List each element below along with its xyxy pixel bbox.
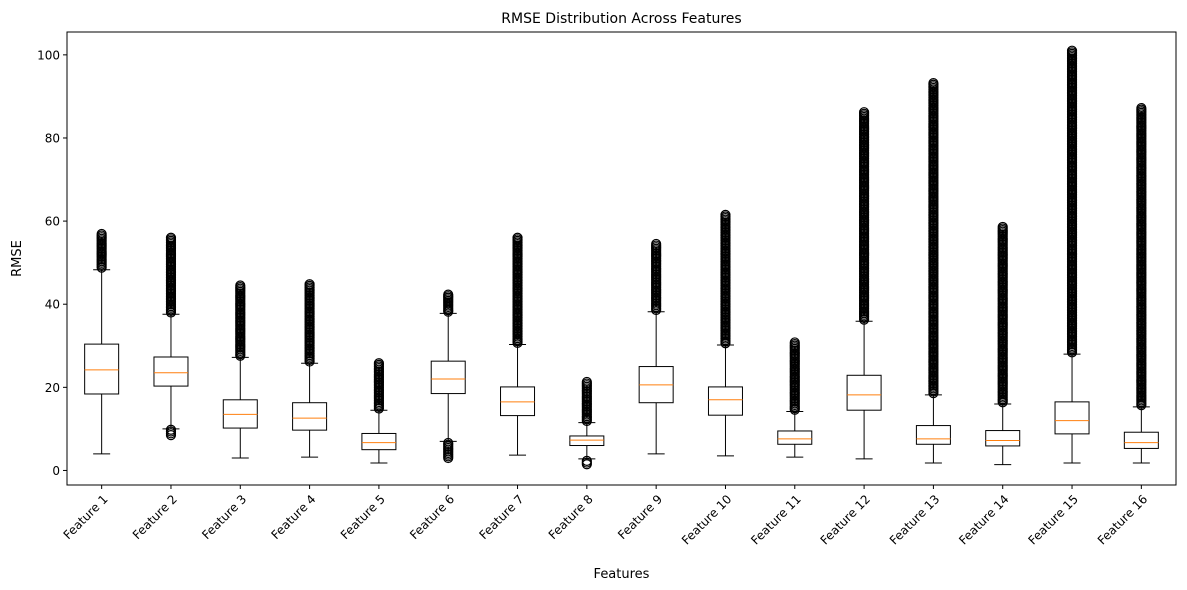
- outlier-high-point: [304, 279, 315, 290]
- box-10: [707, 209, 743, 457]
- x-tick-label: Feature 5: [338, 492, 388, 542]
- outlier-high-point: [1136, 102, 1147, 114]
- box-iqr: [1123, 431, 1159, 449]
- outlier-high-point: [96, 228, 107, 240]
- box-13: [915, 78, 951, 464]
- box-iqr: [707, 386, 743, 416]
- axes-frame: [66, 31, 1177, 486]
- outlier-high-point: [581, 376, 592, 388]
- x-tick-label: Feature 7: [476, 492, 526, 542]
- outlier-high-point: [443, 289, 454, 300]
- box-iqr: [500, 386, 536, 417]
- box-iqr: [569, 435, 605, 447]
- plot-area: Feature 1 Feature 2 Feature 3 Feature 4 Feat…: [37, 31, 1177, 548]
- box-16: [1123, 102, 1159, 464]
- x-tick-label: Feature 11: [748, 492, 803, 547]
- box-iqr: [430, 360, 466, 395]
- y-tick-label: 60: [45, 215, 60, 229]
- outlier-high-point: [858, 107, 870, 118]
- box-12: [846, 107, 882, 460]
- outlier-high-point: [789, 337, 800, 348]
- outlier-high-point: [165, 232, 177, 243]
- box-6: [430, 289, 466, 464]
- box-iqr: [292, 402, 328, 431]
- box-14: [985, 221, 1021, 466]
- box-1: [84, 228, 120, 455]
- outlier-high-point: [997, 221, 1008, 233]
- x-tick-label: Feature 10: [679, 492, 734, 547]
- box-2: [153, 232, 189, 441]
- box-iqr: [84, 343, 120, 395]
- x-tick-label: Feature 3: [199, 492, 249, 542]
- x-axis-label: Features: [594, 567, 650, 582]
- y-tick-label: 100: [37, 48, 60, 62]
- outlier-high-point: [512, 232, 523, 243]
- box-9: [638, 238, 674, 455]
- y-tick-label: 40: [45, 298, 60, 312]
- box-iqr: [846, 374, 882, 411]
- x-tick-label: Feature 12: [818, 492, 873, 547]
- outlier-high-point: [373, 358, 385, 369]
- y-axis-label: RMSE: [10, 240, 25, 277]
- y-tick-label: 80: [45, 131, 60, 145]
- box-3: [222, 280, 258, 459]
- box-iqr: [361, 432, 397, 451]
- y-tick-label: 0: [52, 464, 60, 478]
- x-tick-label: Feature 13: [887, 492, 942, 547]
- box-iqr: [153, 356, 189, 387]
- chart-title: RMSE Distribution Across Features: [501, 11, 741, 27]
- x-tick-label: Feature 8: [546, 492, 596, 542]
- box-11: [777, 337, 813, 458]
- box-4: [292, 279, 328, 458]
- outlier-high-point: [235, 280, 246, 291]
- box-15: [1054, 45, 1090, 464]
- box-iqr: [985, 430, 1021, 447]
- outlier-high-point: [1066, 45, 1078, 56]
- box-iqr: [915, 425, 951, 445]
- outlier-high-point: [651, 238, 662, 250]
- x-tick-label: Feature 2: [130, 492, 180, 542]
- box-iqr: [1054, 401, 1090, 435]
- outlier-high-point: [720, 209, 731, 220]
- y-tick-label: 20: [45, 381, 60, 395]
- x-tick-label: Feature 4: [268, 492, 318, 542]
- x-tick-label: Feature 14: [956, 492, 1011, 547]
- x-tick-label: Feature 9: [615, 492, 665, 542]
- box-7: [500, 232, 536, 456]
- x-tick-label: Feature 6: [407, 492, 457, 542]
- x-tick-label: Feature 1: [61, 492, 111, 542]
- box-8: [569, 376, 605, 470]
- box-iqr: [777, 430, 813, 445]
- outlier-high-point: [928, 78, 939, 89]
- x-tick-label: Feature 16: [1095, 492, 1150, 547]
- box-5: [361, 358, 397, 464]
- x-tick-label: Feature 15: [1026, 492, 1081, 547]
